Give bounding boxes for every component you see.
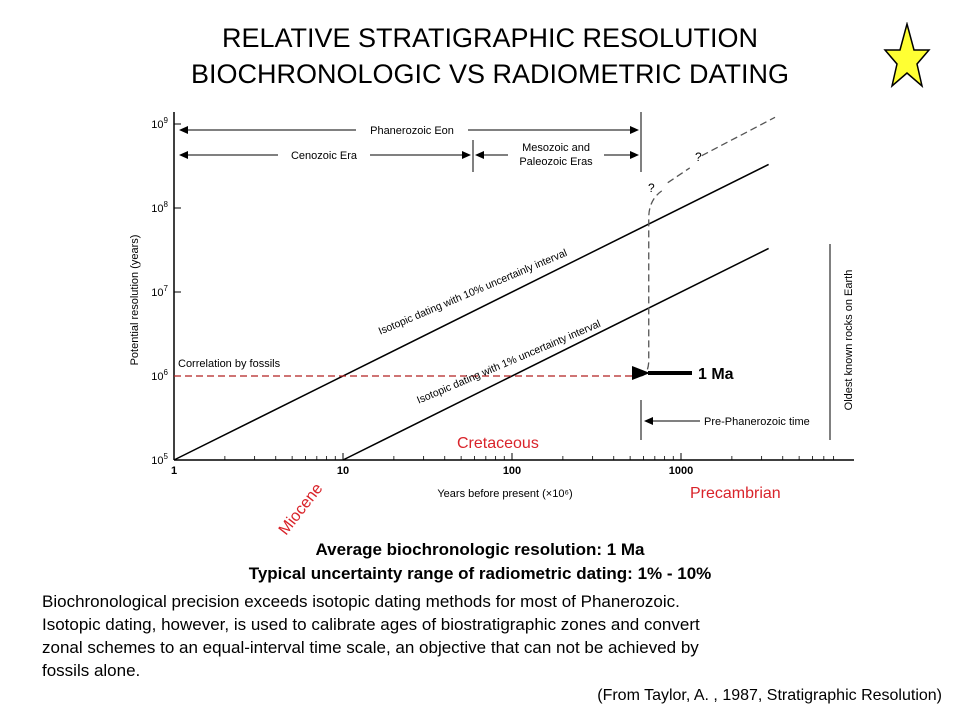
caption-resolution: Average biochronologic resolution: 1 Ma	[315, 540, 645, 559]
slide-title-line2: BIOCHRONOLOGIC VS RADIOMETRIC DATING	[190, 59, 790, 89]
one-ma-label: 1 Ma	[698, 366, 734, 383]
isotopic-1pct-line	[342, 247, 769, 461]
paragraph-line: zonal schemes to an equal-interval time …	[42, 638, 699, 657]
x-minor-ticks	[224, 456, 835, 460]
phanerozoic-label: Phanerozoic Eon	[370, 125, 454, 137]
star-icon	[883, 22, 931, 88]
y-tick-label: 108	[151, 200, 168, 215]
x-tick-label: 1000	[669, 465, 693, 477]
y-tick-label: 106	[151, 368, 168, 383]
caption-uncertainty: Typical uncertainty range of radiometric…	[248, 564, 712, 583]
x-axis-label: Years before present (×10⁶)	[437, 488, 572, 500]
cretaceous-label: Cretaceous	[457, 435, 539, 452]
x-tick-label: 100	[503, 465, 521, 477]
isotopic-10pct-label: Isotopic dating with 10% uncertainly int…	[377, 247, 569, 338]
paragraph-line: Isotopic dating, however, is used to cal…	[42, 615, 700, 634]
mesozoic-label-line2: Paleozoic Eras	[519, 156, 593, 168]
x-tick-label: 1	[171, 465, 177, 477]
explanation-paragraph: Biochronological precision exceeds isoto…	[42, 590, 902, 682]
question-mark-lower: ?	[648, 181, 655, 195]
cenozoic-label: Cenozoic Era	[291, 150, 358, 162]
miocene-label: Miocene	[276, 480, 327, 538]
y-tick-label: 107	[151, 284, 168, 299]
isotopic-1pct-label: Isotopic dating with 1% uncertainty inte…	[415, 318, 602, 407]
fossil-upper-extension	[667, 116, 776, 184]
paragraph-line: Biochronological precision exceeds isoto…	[42, 592, 680, 611]
paragraph-line: fossils alone.	[42, 661, 141, 680]
y-tick-label: 105	[151, 452, 168, 467]
x-tick-label: 10	[337, 465, 349, 477]
fossil-label: Correlation by fossils	[178, 358, 281, 370]
precambrian-label: Precambrian	[690, 485, 781, 502]
mesozoic-label-line1: Mesozoic and	[522, 142, 590, 154]
slide-title-line1: RELATIVE STRATIGRAPHIC RESOLUTION	[221, 23, 759, 53]
x-tick-labels: 1 10 100 1000	[171, 453, 693, 477]
isotopic-10pct-line	[173, 163, 769, 461]
y-axis-label: Potential resolution (years)	[129, 235, 141, 366]
source-citation: (From Taylor, A. , 1987, Stratigraphic R…	[597, 687, 942, 704]
y-tick-labels: 105 106 107 108 109	[151, 116, 181, 467]
y-tick-label: 109	[151, 116, 168, 131]
pre-phanerozoic-label: Pre-Phanerozoic time	[704, 416, 810, 428]
question-mark-upper: ?	[695, 150, 702, 164]
oldest-rocks-label: Oldest known rocks on Earth	[843, 270, 855, 411]
